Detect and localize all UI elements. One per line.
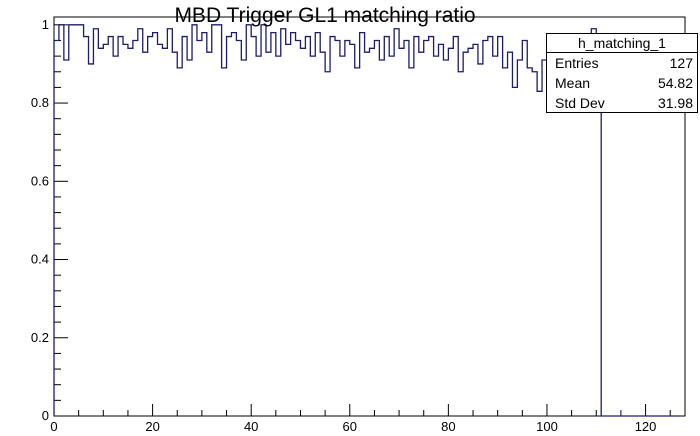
stats-mean-value: 54.82 — [657, 75, 693, 91]
y-tick-label: 0 — [42, 408, 49, 423]
stats-mean-label: Mean — [555, 75, 591, 91]
stats-stddev-value: 31.98 — [657, 95, 693, 111]
x-tick-label: 60 — [343, 419, 357, 434]
x-tick-label: 0 — [50, 419, 57, 434]
chart-title: MBD Trigger GL1 matching ratio — [174, 4, 476, 27]
x-tick-label: 80 — [441, 419, 455, 434]
stats-box: h_matching_1 Entries 127 Mean 54.82 Std … — [546, 33, 698, 113]
x-tick-label: 40 — [244, 419, 258, 434]
histogram-outline — [53, 24, 681, 417]
stats-row-mean: Mean 54.82 — [547, 73, 697, 93]
stats-stddev-label: Std Dev — [555, 95, 605, 111]
y-tick-label: 0.2 — [31, 330, 49, 345]
x-tick-label: 120 — [635, 419, 657, 434]
x-tick-label: 100 — [536, 419, 558, 434]
y-tick-label: 0.6 — [31, 173, 49, 188]
y-tick-label: 1 — [42, 17, 49, 32]
stats-row-stddev: Std Dev 31.98 — [547, 93, 697, 113]
stats-entries-value: 127 — [669, 55, 693, 71]
y-tick-label: 0.8 — [31, 95, 49, 110]
y-tick-label: 0.4 — [31, 252, 49, 267]
stats-histogram-name: h_matching_1 — [547, 34, 697, 53]
x-tick-label: 20 — [145, 419, 159, 434]
x-axis: 0 20 40 60 80 100 120 — [50, 404, 671, 434]
stats-entries-label: Entries — [555, 55, 599, 71]
stats-row-entries: Entries 127 — [547, 53, 697, 73]
y-axis: 0 0.2 0.4 0.6 0.8 1 — [31, 17, 68, 423]
